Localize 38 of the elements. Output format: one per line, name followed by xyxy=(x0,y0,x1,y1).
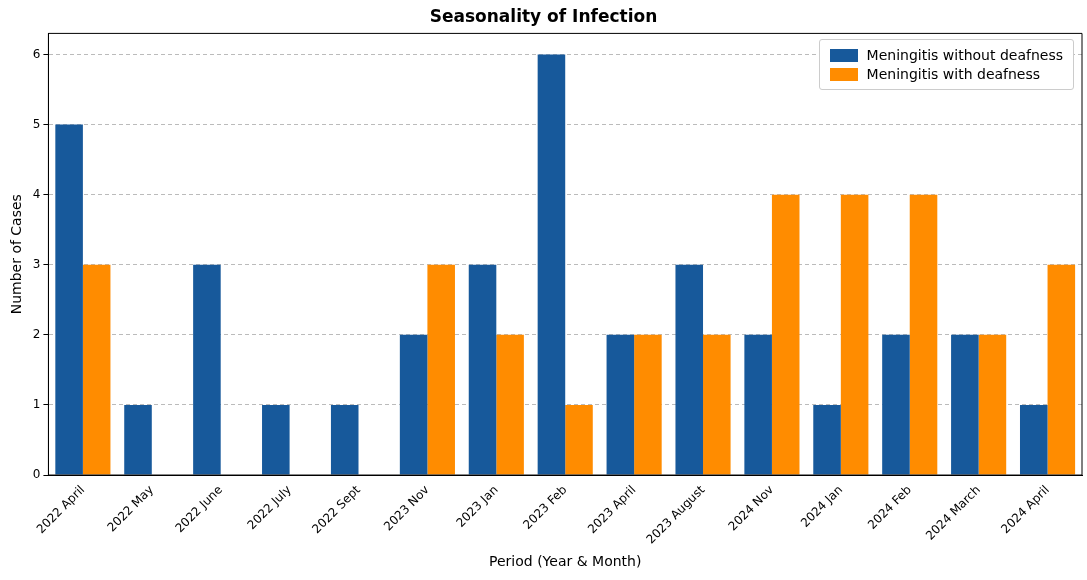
y-tick-label: 1 xyxy=(32,397,41,412)
y-tick-label: 5 xyxy=(32,116,41,131)
y-tick-label: 2 xyxy=(32,326,41,341)
bar xyxy=(909,194,938,475)
bar xyxy=(55,124,83,475)
bar xyxy=(1047,264,1076,475)
bar xyxy=(771,194,800,475)
bar xyxy=(124,404,152,475)
legend-label: Meningitis without deafness xyxy=(866,47,1063,64)
bar xyxy=(978,334,1007,475)
bar xyxy=(703,334,731,475)
bar xyxy=(840,194,869,475)
bar xyxy=(262,404,290,475)
bar xyxy=(330,404,359,475)
bar xyxy=(675,264,704,475)
bar xyxy=(468,264,497,475)
bar xyxy=(951,334,979,475)
bar xyxy=(399,334,428,475)
bar xyxy=(537,54,566,475)
y-tick-label: 4 xyxy=(32,186,41,201)
bar xyxy=(565,404,593,475)
bar xyxy=(82,264,111,475)
bar xyxy=(193,264,221,475)
chart-title: Seasonality of Infection xyxy=(429,5,658,26)
bar xyxy=(1019,404,1048,475)
legend-label: Meningitis with deafness xyxy=(866,66,1041,83)
bar xyxy=(496,334,524,475)
y-tick-label: 3 xyxy=(32,256,41,271)
bar xyxy=(606,334,635,475)
y-axis-title: Number of Cases xyxy=(8,194,25,315)
bar xyxy=(427,264,455,475)
bar xyxy=(813,404,841,475)
bar xyxy=(744,334,772,475)
bar xyxy=(634,334,662,475)
bar xyxy=(882,334,910,475)
x-axis-title: Period (Year & Month) xyxy=(489,553,642,570)
y-tick-label: 0 xyxy=(32,467,41,482)
y-tick-label: 6 xyxy=(32,46,41,61)
